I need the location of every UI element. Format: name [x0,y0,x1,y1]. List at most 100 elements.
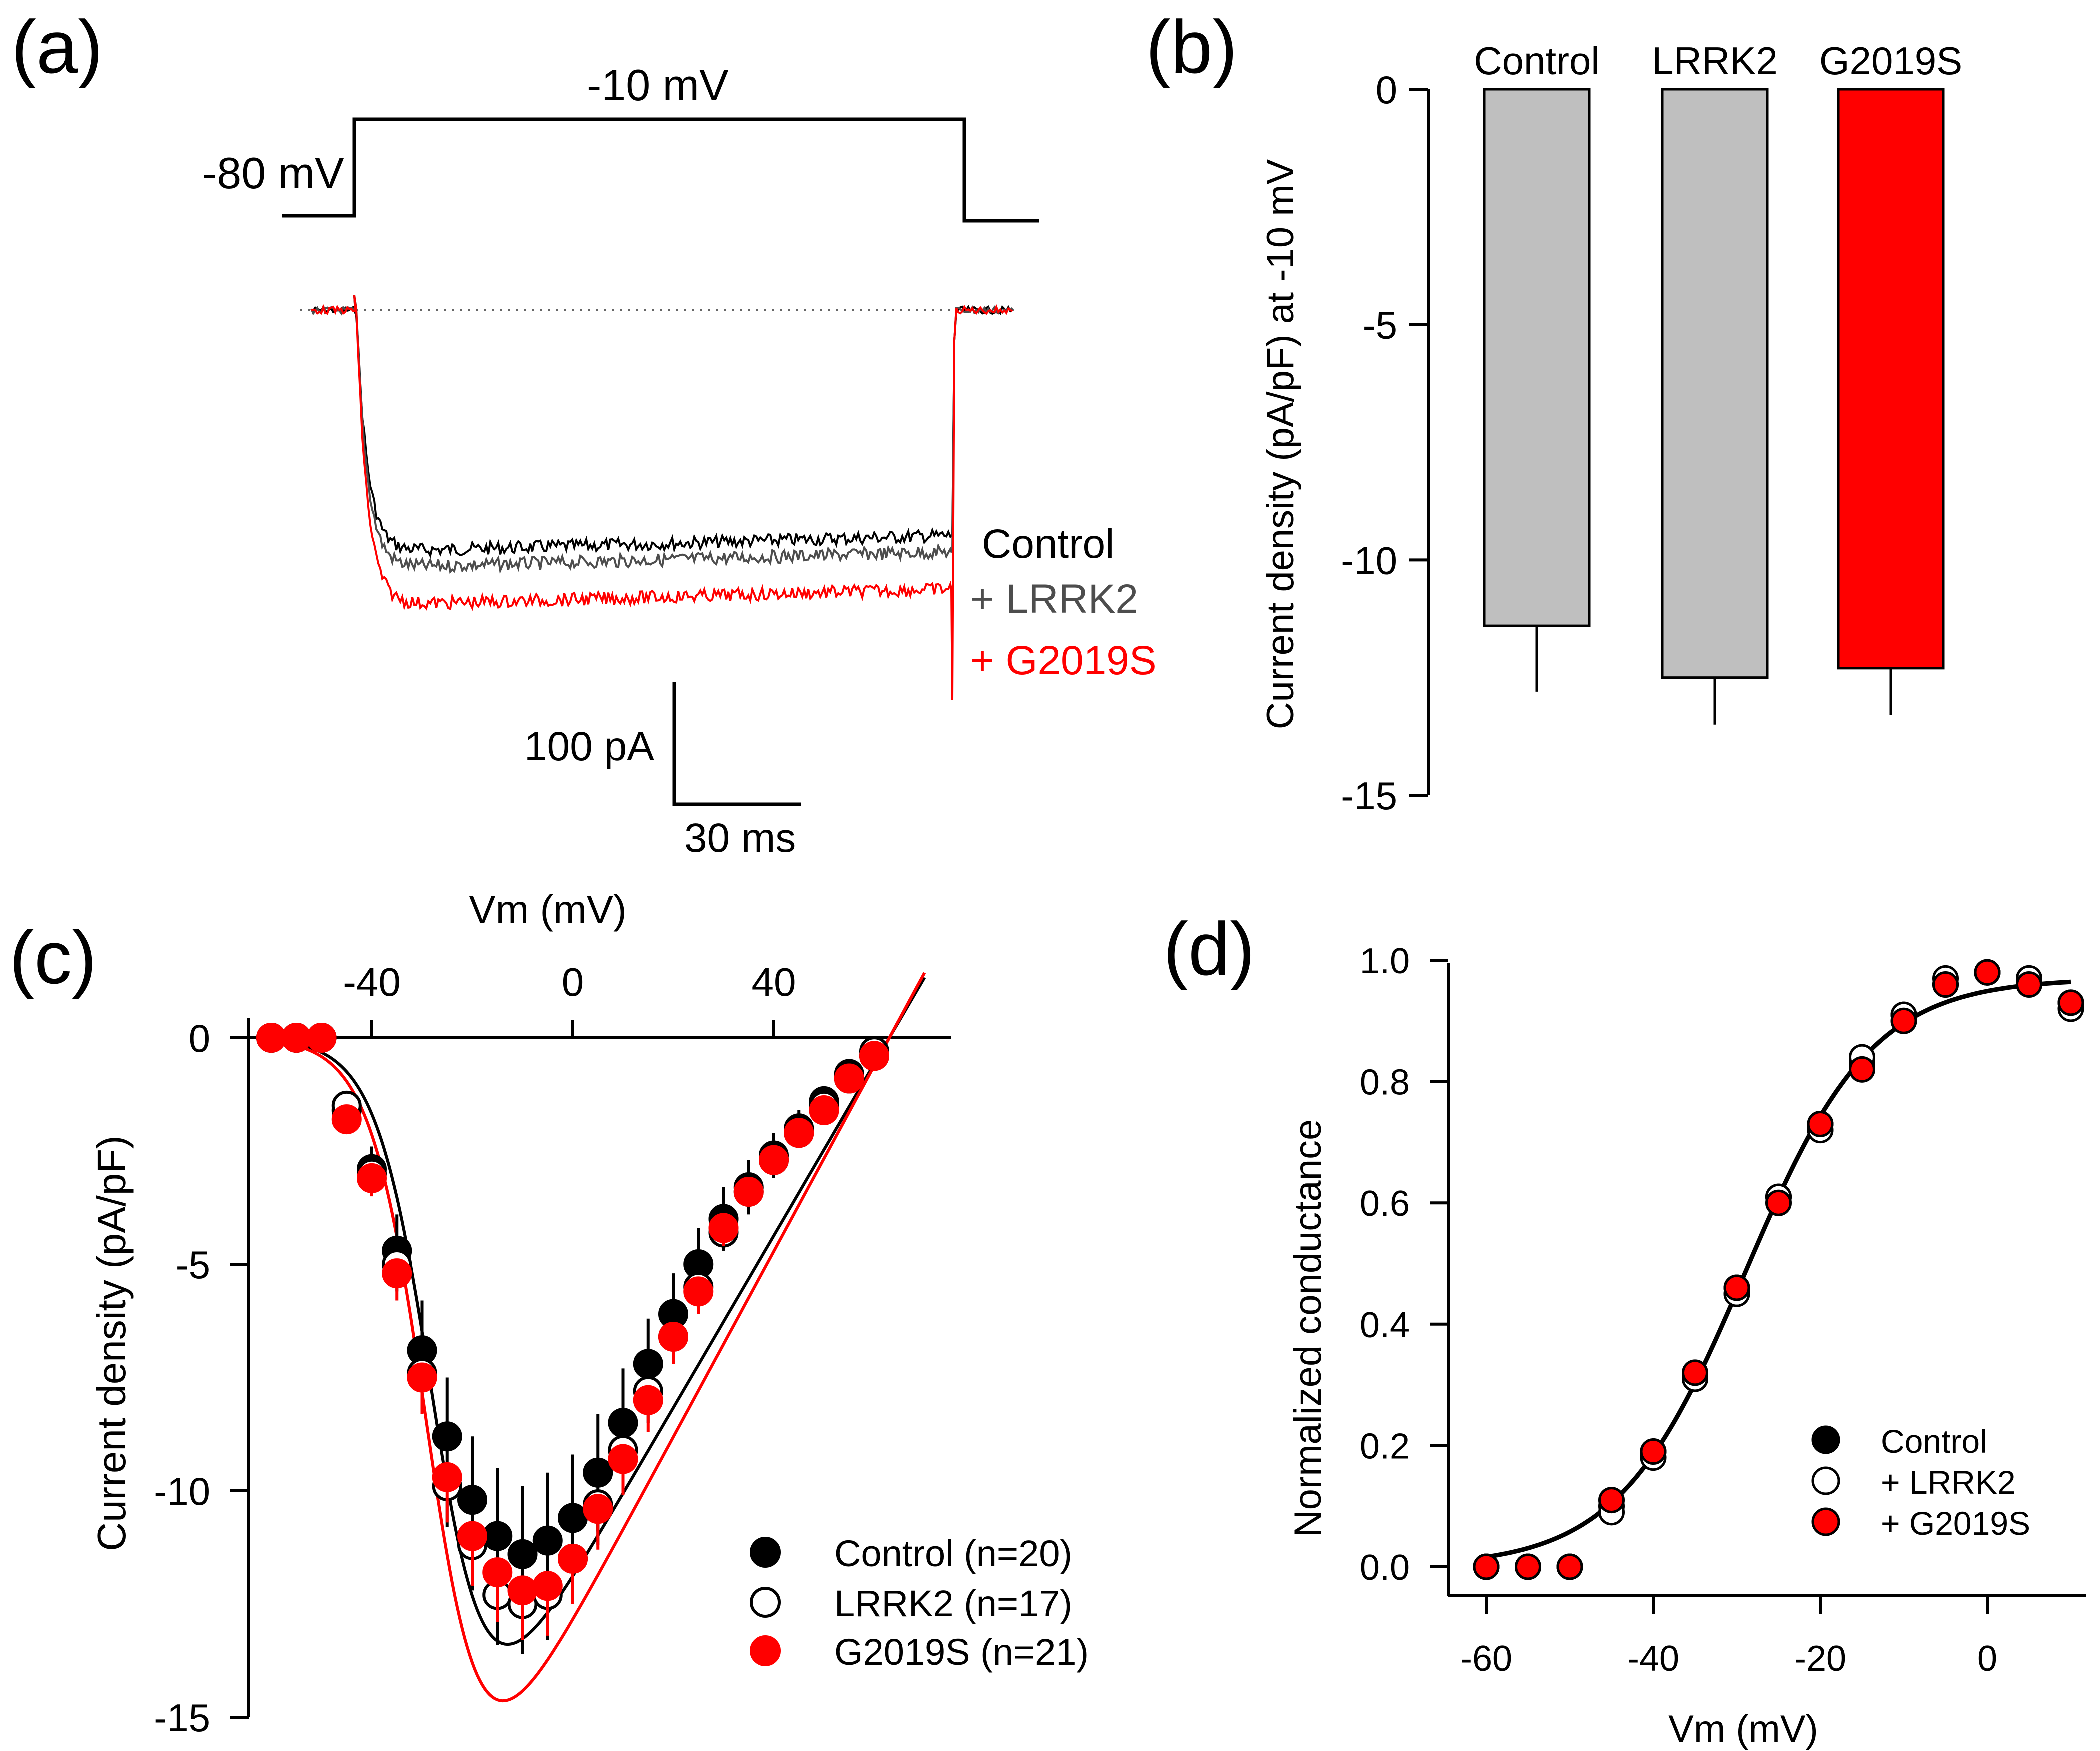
current-trace-2 [311,295,1013,701]
step-voltage-label: -10 mV [587,60,729,110]
iv-y-tick-label: 0 [189,1016,210,1060]
iv-point-filled-red [608,1444,638,1474]
iv-point-filled-red [708,1213,739,1243]
iv-point-filled-red [583,1494,613,1524]
iv-y-tick-label: -5 [176,1243,210,1287]
bar-control [1483,88,1591,627]
bar-y-axis-label: Current density (pA/pF) at -10 mV [1259,159,1302,729]
current-trace-0 [311,295,1013,559]
iv-legend-label: Control (n=20) [834,1533,1072,1574]
panel-d-letter: (d) [1163,907,1255,991]
scale-bar [672,682,801,806]
iv-point-filled-red [759,1145,789,1175]
iv-legend-marker [750,1537,781,1568]
iv-point-filled-red [432,1462,462,1492]
iv-point-filled-black [633,1349,663,1379]
iv-point-filled-red [532,1571,563,1601]
panel-c: (c) Vm (mV) Current density (pA/pF) -40 0… [9,887,1089,1740]
bar-g2019s [1837,88,1945,670]
conductance-legend-label: + G2019S [1881,1505,2030,1542]
iv-point-filled-black [457,1485,487,1515]
iv-point-filled-red [834,1063,864,1094]
panel-d: (d) Vm (mV) Normalized conductance 0.0 0.… [1163,907,2086,1750]
conductance-x-tick-label: -40 [1627,1639,1679,1679]
conductance-y-axis-label: Normalized conductance [1287,1119,1329,1537]
voltage-protocol [282,117,1039,223]
bar-y-tick-label: -5 [1363,303,1397,347]
trace-label-g2019s: + G2019S [970,638,1157,683]
conductance-point-filled-red [1556,1553,1583,1580]
conductance-x-tick-label: -60 [1460,1639,1512,1679]
iv-point-filled-red [633,1385,663,1415]
iv-point-filled-black [507,1539,538,1569]
iv-x-tick-label: 40 [752,960,796,1004]
iv-point-filled-black [583,1457,613,1488]
iv-fit-curve-0 [261,976,926,1646]
iv-point-filled-red [281,1023,312,1053]
conductance-point-filled-red [1515,1553,1541,1580]
conductance-y-tick-label: 0.6 [1360,1184,1410,1224]
iv-point-filled-red [809,1095,839,1125]
iv-legend-marker [750,1587,781,1618]
iv-point-filled-red [306,1023,337,1053]
current-trace-1 [310,295,1013,574]
conductance-y-tick-label: 0.8 [1360,1063,1410,1103]
conductance-point-filled-red [1974,959,2001,986]
iv-y-axis-label: Current density (pA/pF) [89,1135,134,1551]
panel-b: (b) 0 -5 -10 -15 Current density (pA/pF) at… [1146,5,1962,818]
iv-point-filled-red [256,1023,286,1053]
iv-point-filled-red [683,1276,714,1307]
iv-point-filled-black [482,1521,513,1551]
bar-lrrk2 [1661,88,1769,679]
bar-category-label: LRRK2 [1652,39,1777,83]
conductance-legend-marker [1811,1466,1840,1495]
panel-c-letter: (c) [9,915,97,999]
conductance-legend-marker [1811,1507,1840,1536]
conductance-x-axis-label: Vm (mV) [1668,1708,1818,1750]
conductance-point-filled-red [1682,1359,1708,1386]
panel-b-letter: (b) [1146,5,1237,89]
conductance-point-filled-red [2016,971,2042,998]
iv-x-tick-label: 0 [562,960,584,1004]
iv-legend-label: LRRK2 (n=17) [834,1583,1072,1624]
iv-point-filled-black [532,1525,563,1556]
iv-x-axis-label: Vm (mV) [469,887,627,932]
panel-a-letter: (a) [11,5,103,89]
iv-fit-curve-1 [261,972,926,1703]
iv-point-filled-black [608,1408,638,1438]
conductance-point-filled-red [1932,971,1959,998]
iv-point-filled-black [558,1503,588,1533]
conductance-legend-label: Control [1881,1423,1987,1460]
bar-category-label: G2019S [1819,39,1962,83]
conductance-legend-marker [1811,1425,1840,1454]
iv-point-filled-red [507,1575,538,1606]
iv-legend-label: G2019S (n=21) [834,1631,1089,1673]
iv-point-filled-red [407,1362,437,1393]
conductance-point-filled-red [1640,1438,1667,1465]
iv-point-filled-red [733,1177,764,1207]
conductance-x-tick-label: -20 [1794,1639,1846,1679]
iv-point-filled-black [432,1421,462,1452]
iv-point-filled-red [558,1543,588,1574]
iv-y-tick-label: -15 [154,1696,210,1740]
bar-y-tick-label: -10 [1341,538,1397,582]
conductance-point-filled-red [1849,1056,1875,1083]
conductance-point-filled-red [1723,1274,1750,1301]
iv-x-tick-label: -40 [343,960,401,1004]
conductance-y-tick-label: 1.0 [1360,941,1410,981]
iv-point-filled-red [859,1041,889,1071]
conductance-point-filled-red [1473,1553,1500,1580]
iv-point-filled-red [382,1258,412,1289]
holding-voltage-label: -80 mV [202,148,344,198]
iv-point-filled-red [331,1104,362,1135]
iv-point-filled-red [357,1163,387,1193]
iv-point-filled-red [457,1521,487,1551]
conductance-y-tick-label: 0.4 [1360,1305,1410,1345]
bar-category-label: Control [1474,39,1599,83]
conductance-y-tick-label: 0.0 [1360,1548,1410,1588]
conductance-point-filled-red [1807,1111,1834,1138]
scale-bar-time-label: 30 ms [684,815,796,861]
conductance-point-filled-red [2057,989,2084,1016]
conductance-point-filled-red [1765,1189,1792,1216]
